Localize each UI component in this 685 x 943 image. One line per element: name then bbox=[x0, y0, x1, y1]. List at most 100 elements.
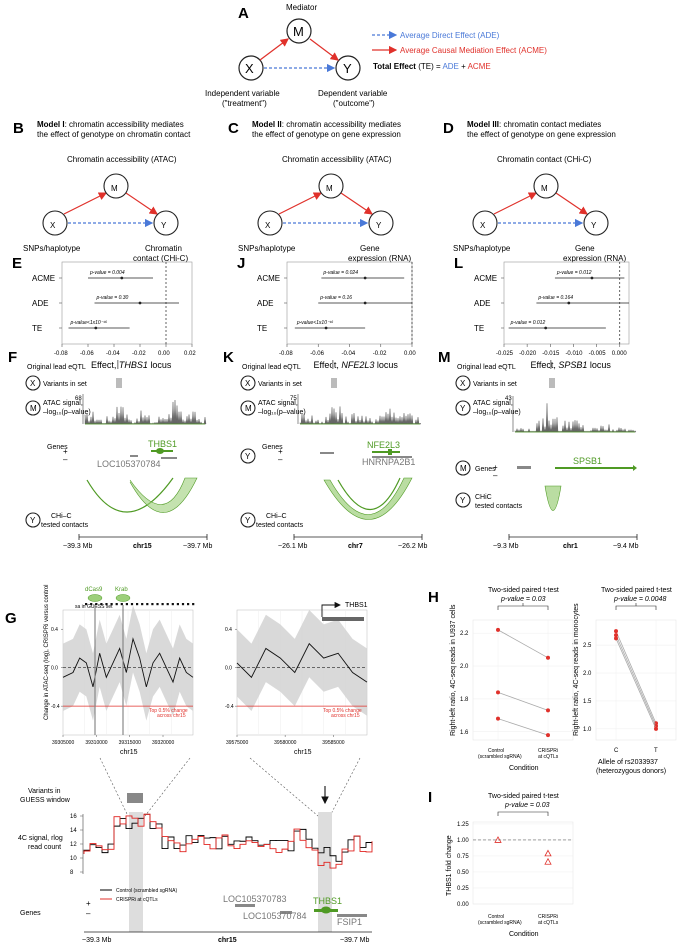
dcas9-left bbox=[87, 594, 103, 602]
x-tick-label: -0.005 bbox=[589, 351, 607, 357]
point-a bbox=[614, 629, 618, 634]
thbs1-exon bbox=[321, 906, 331, 914]
x-axis-prefix: Effect, bbox=[91, 360, 119, 370]
threshold-label2: across chr15 bbox=[331, 713, 360, 719]
model-title-bold: Model III bbox=[467, 120, 499, 129]
pair-line bbox=[615, 638, 657, 729]
point-a bbox=[614, 636, 618, 641]
zoom-line bbox=[329, 757, 361, 817]
panel-label-m: M bbox=[438, 349, 451, 366]
category-label: ADE bbox=[474, 299, 490, 308]
track-f: F Original lead eQTL X Variants in set M ATAC… bbox=[8, 349, 212, 550]
gene-main-label: SPSB1 bbox=[573, 456, 602, 466]
model-title-rest: : chromatin contact mediates bbox=[499, 120, 601, 129]
lead-eqtl-mark bbox=[550, 360, 552, 369]
x-tick-label: 0.00 bbox=[404, 351, 416, 357]
dependent-label: Dependent variable bbox=[318, 89, 388, 98]
estimate-point bbox=[94, 326, 98, 330]
estimate-point bbox=[324, 326, 328, 330]
dcas9-right bbox=[115, 594, 131, 602]
pvalue-label: p-value = 0.024 bbox=[322, 270, 358, 276]
forest-l: L ACME p-value = 0.012 ADE p-value = 0.164 TE… bbox=[454, 255, 630, 370]
category-label: ACME bbox=[257, 274, 280, 283]
track-node-b-circle bbox=[455, 400, 471, 416]
axis-right-label: ~9.4 Mb bbox=[613, 543, 639, 550]
variants-in-label: Variants in bbox=[28, 788, 61, 795]
gene-main-body bbox=[372, 451, 400, 453]
x-tick-label: 39310000 bbox=[85, 740, 107, 746]
atac-label: ATAC signal, bbox=[473, 400, 513, 407]
zoom-line bbox=[249, 757, 319, 817]
strand-plus: + bbox=[278, 447, 283, 456]
zoom-line bbox=[144, 757, 191, 817]
node-x-letter: X bbox=[480, 221, 486, 230]
x-axis-label2: (heterozygous donors) bbox=[596, 768, 666, 775]
y-tick-label: 12 bbox=[70, 842, 77, 848]
x-axis-suffix: locus bbox=[587, 360, 611, 370]
guess-variant-mark bbox=[90, 603, 93, 606]
paired-plot-h-left: 2.2 2.0 1.8 1.6 Two-sided paired t-test p-val… bbox=[450, 587, 574, 772]
contacts-label: CHi–C bbox=[51, 513, 72, 520]
test-title: Two-sided paired t-test bbox=[488, 587, 559, 594]
pvalue-label: p-value<1x10⁻¹⁶ bbox=[70, 320, 108, 326]
cat-label: CRISPRi bbox=[538, 748, 558, 754]
genes-label: Genes bbox=[20, 910, 41, 917]
legend-control-label: Control (scrambled sgRNA) bbox=[116, 888, 177, 894]
x-axis-label: chr15 bbox=[294, 749, 312, 756]
guess-variant-mark bbox=[187, 603, 190, 606]
contacts-label2: tested contacts bbox=[41, 522, 89, 529]
pvalue-label: p-value = 0.164 bbox=[537, 295, 573, 301]
y-tick-label: -0.4 bbox=[51, 704, 60, 710]
model-x-label: SNPs/haplotype bbox=[453, 244, 511, 253]
atac-label: ATAC signal, bbox=[258, 400, 298, 407]
ade-legend-text: Average Direct Effect (ADE) bbox=[400, 31, 500, 40]
node-x-label: X bbox=[245, 61, 254, 76]
node-x-circle bbox=[42, 210, 68, 236]
pvalue-label: p-value<1x10⁻¹⁶ bbox=[296, 320, 334, 326]
panel-label-e: E bbox=[12, 255, 22, 272]
strand-minus: – bbox=[493, 471, 498, 480]
estimate-point bbox=[544, 326, 548, 330]
variant-window-block bbox=[127, 793, 143, 803]
pvalue-label: p-value = 0.004 bbox=[89, 270, 125, 276]
strand-plus: + bbox=[493, 463, 498, 472]
point-a bbox=[496, 627, 500, 632]
estimate-point bbox=[120, 276, 124, 280]
point-b bbox=[546, 733, 550, 738]
guess-variant-mark bbox=[110, 603, 113, 606]
track-node-b-letter: M bbox=[245, 404, 252, 413]
test-title: Two-sided paired t-test bbox=[601, 587, 672, 594]
guess-variant-mark bbox=[136, 603, 139, 606]
lead-eqtl-mark bbox=[117, 360, 119, 369]
data-line bbox=[236, 642, 368, 683]
guess-variant-mark bbox=[146, 603, 149, 606]
y-tick-label: 10 bbox=[70, 856, 77, 862]
cat-label: CRISPRi bbox=[538, 914, 558, 920]
pvalue-label: p-value = 0.16 bbox=[319, 295, 352, 301]
node-m-circle bbox=[318, 173, 344, 199]
y-tick-label: 0.0 bbox=[225, 666, 232, 672]
gene-main-exon bbox=[388, 449, 392, 455]
guess-variant-mark bbox=[192, 603, 195, 606]
data-line bbox=[62, 637, 194, 688]
atac-label2: –log₁₀(p–value) bbox=[43, 409, 91, 416]
y-tick-label: 1.25 bbox=[457, 822, 469, 828]
y-axis-label: Right-left ratio, 4C-seq reads in monocy… bbox=[573, 603, 580, 736]
model-mediator-label: Chromatin accessibility (ATAC) bbox=[282, 155, 392, 164]
panel-label-a: A bbox=[238, 5, 249, 22]
model-y-label1: Chromatin bbox=[145, 244, 182, 253]
x-tick-label: 39575000 bbox=[226, 740, 248, 746]
x-tick-label: -0.04 bbox=[106, 351, 120, 357]
model-title-bold: Model I bbox=[37, 120, 65, 129]
contact-arc-1 bbox=[86, 477, 174, 513]
treatment-label: ("treatment") bbox=[222, 99, 267, 108]
contacts-label2: tested contacts bbox=[256, 522, 304, 529]
strand-plus: + bbox=[86, 899, 91, 908]
genes-label: Genes bbox=[262, 444, 283, 451]
x-tick-label: 39315000 bbox=[119, 740, 141, 746]
node-x-circle bbox=[472, 210, 498, 236]
track-node-a-circle bbox=[25, 375, 41, 391]
guess-variant-mark bbox=[95, 603, 98, 606]
